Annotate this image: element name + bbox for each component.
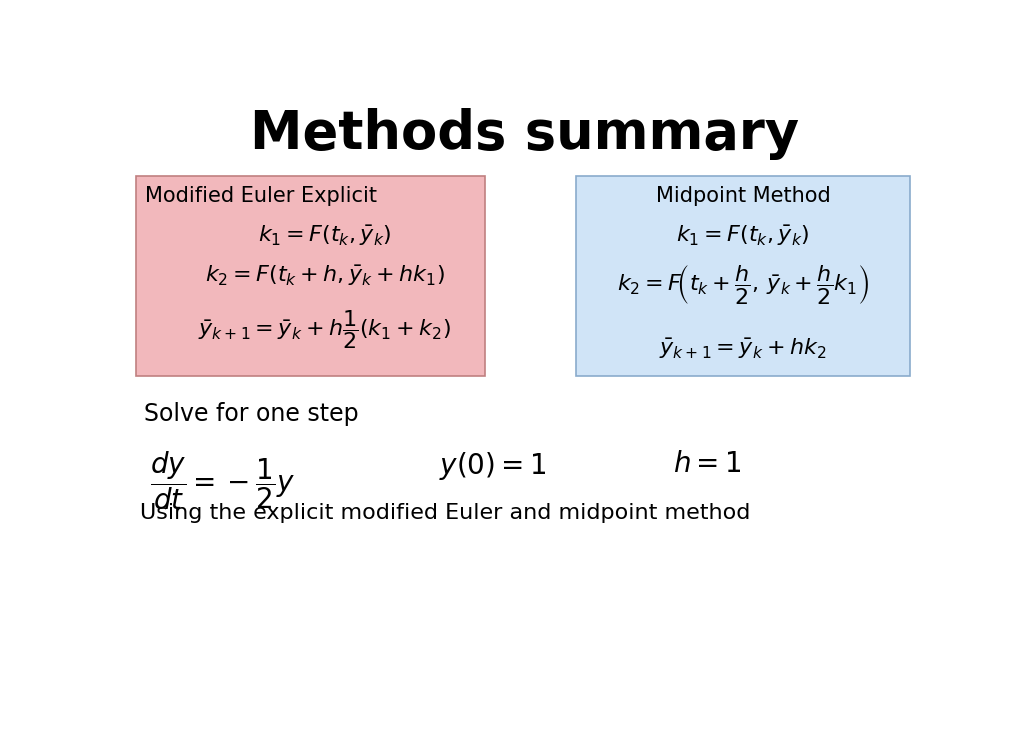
Text: $h = 1$: $h = 1$ <box>673 450 741 478</box>
Text: $k_2 = F(t_k + h, \bar{y}_k + hk_1)$: $k_2 = F(t_k + h, \bar{y}_k + hk_1)$ <box>205 264 444 288</box>
FancyBboxPatch shape <box>577 175 909 377</box>
Text: Solve for one step: Solve for one step <box>143 401 358 426</box>
Text: $\dfrac{dy}{dt} = -\dfrac{1}{2}y$: $\dfrac{dy}{dt} = -\dfrac{1}{2}y$ <box>151 450 296 512</box>
Text: $\bar{y}_{k+1} = \bar{y}_k + h\dfrac{1}{2}(k_1 + k_2)$: $\bar{y}_{k+1} = \bar{y}_k + h\dfrac{1}{… <box>198 308 451 352</box>
Text: $k_1 = F(t_k, \bar{y}_k)$: $k_1 = F(t_k, \bar{y}_k)$ <box>258 224 391 248</box>
Text: Midpoint Method: Midpoint Method <box>655 186 830 206</box>
Text: $\bar{y}_{k+1} = \bar{y}_k + hk_2$: $\bar{y}_{k+1} = \bar{y}_k + hk_2$ <box>659 337 826 361</box>
Text: $k_2 = F\!\left(t_k + \dfrac{h}{2},\, \bar{y}_k + \dfrac{h}{2}k_1\right)$: $k_2 = F\!\left(t_k + \dfrac{h}{2},\, \b… <box>617 264 869 306</box>
Text: Using the explicit modified Euler and midpoint method: Using the explicit modified Euler and mi… <box>140 504 751 523</box>
Text: Modified Euler Explicit: Modified Euler Explicit <box>145 186 378 206</box>
Text: $y(0) = 1$: $y(0) = 1$ <box>439 450 547 482</box>
FancyBboxPatch shape <box>136 175 485 377</box>
Text: $k_1 = F(t_k, \bar{y}_k)$: $k_1 = F(t_k, \bar{y}_k)$ <box>676 224 810 248</box>
Text: Methods summary: Methods summary <box>250 108 800 160</box>
